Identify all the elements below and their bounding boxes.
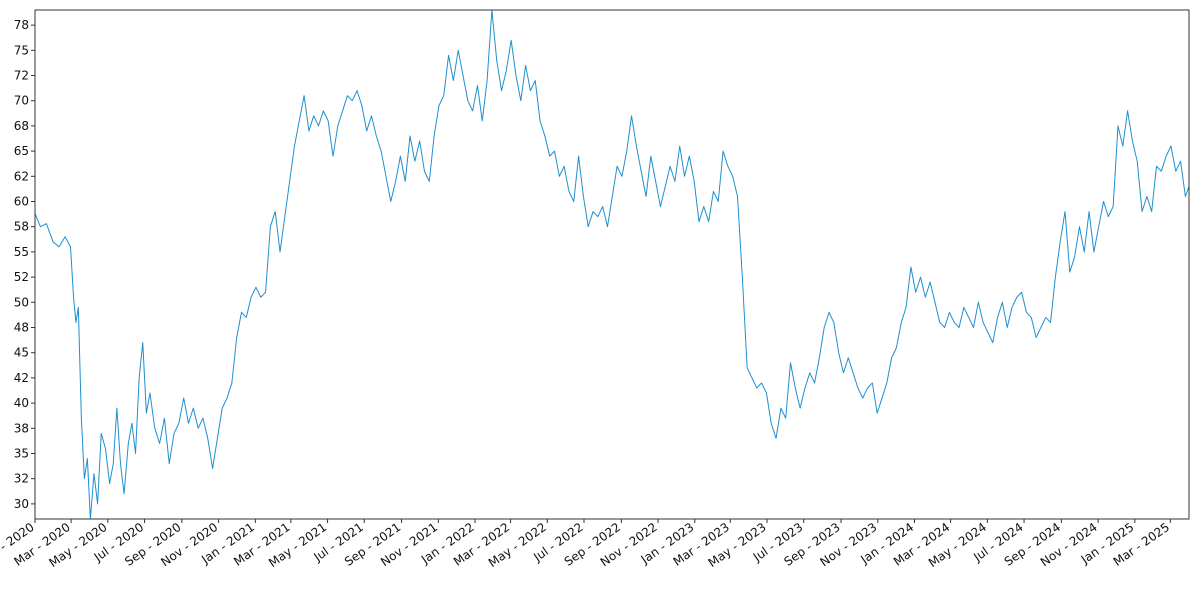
y-tick-label: 55 — [14, 245, 29, 259]
y-tick-label: 78 — [14, 18, 29, 32]
y-tick-label: 42 — [14, 371, 29, 385]
plot-frame — [34, 9, 1190, 520]
y-tick-label: 62 — [14, 169, 29, 183]
y-tick-label: 60 — [14, 195, 29, 209]
y-tick-label: 72 — [14, 69, 29, 83]
y-tick-label: 68 — [14, 119, 29, 133]
y-tick-label: 50 — [14, 295, 29, 309]
y-tick-label: 45 — [14, 346, 29, 360]
y-tick-label: 52 — [14, 270, 29, 284]
y-tick-label: 30 — [14, 497, 29, 511]
series-line — [34, 9, 1190, 520]
y-tick-label: 65 — [14, 144, 29, 158]
y-tick-label: 38 — [14, 421, 29, 435]
y-tick-label: 40 — [14, 396, 29, 410]
y-axis: 30 32 35 38 40 42 45 48 50 52 55 58 60 62 65 68 70 72 75 78 — [14, 18, 35, 511]
y-tick-label: 75 — [14, 43, 29, 57]
y-tick-label: 35 — [14, 446, 29, 460]
y-tick-label: 48 — [14, 320, 29, 334]
y-tick-label: 70 — [14, 94, 29, 108]
series-layer — [34, 9, 1190, 520]
y-tick-label: 58 — [14, 220, 29, 234]
y-tick-label: 32 — [14, 472, 29, 486]
